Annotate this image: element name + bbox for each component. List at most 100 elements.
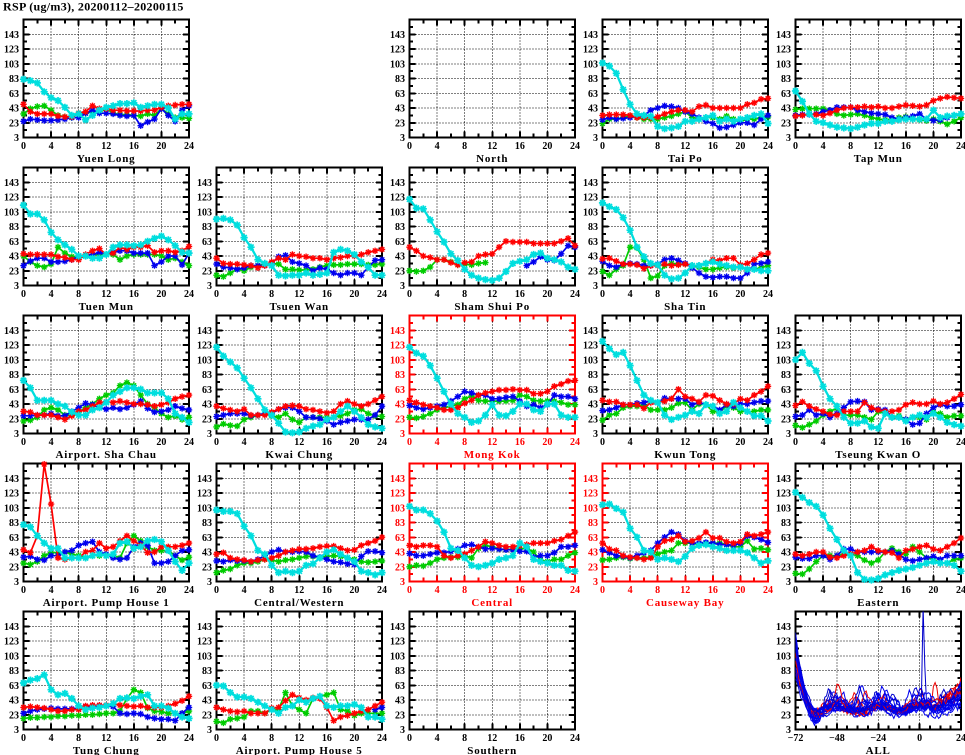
svg-text:3: 3 xyxy=(786,577,791,588)
svg-text:103: 103 xyxy=(776,651,791,662)
svg-text:83: 83 xyxy=(588,518,598,529)
svg-text:23: 23 xyxy=(588,414,598,425)
svg-text:Tung Chung: Tung Chung xyxy=(73,745,140,755)
svg-text:43: 43 xyxy=(202,400,212,411)
svg-text:43: 43 xyxy=(395,400,405,411)
svg-text:24: 24 xyxy=(956,437,965,448)
svg-text:Central: Central xyxy=(471,597,513,609)
svg-text:143: 143 xyxy=(4,326,19,337)
svg-text:12: 12 xyxy=(101,141,111,152)
svg-text:8: 8 xyxy=(76,733,81,744)
svg-text:3: 3 xyxy=(14,281,19,292)
svg-text:12: 12 xyxy=(680,289,690,300)
svg-text:143: 143 xyxy=(390,178,405,189)
svg-text:4: 4 xyxy=(242,289,247,300)
svg-text:103: 103 xyxy=(390,207,405,218)
svg-text:23: 23 xyxy=(202,266,212,277)
svg-text:63: 63 xyxy=(395,533,405,544)
svg-text:Tai Po: Tai Po xyxy=(668,153,703,165)
svg-text:24: 24 xyxy=(377,585,387,596)
svg-text:0: 0 xyxy=(214,733,219,744)
svg-text:83: 83 xyxy=(395,370,405,381)
svg-text:Kwai Chung: Kwai Chung xyxy=(265,449,333,461)
svg-text:43: 43 xyxy=(588,400,598,411)
svg-text:20: 20 xyxy=(735,437,745,448)
svg-text:0: 0 xyxy=(407,437,412,448)
svg-text:103: 103 xyxy=(197,207,212,218)
svg-text:16: 16 xyxy=(515,733,525,744)
svg-text:16: 16 xyxy=(708,141,718,152)
svg-text:43: 43 xyxy=(202,252,212,263)
svg-text:3: 3 xyxy=(14,577,19,588)
svg-text:83: 83 xyxy=(395,74,405,85)
svg-text:24: 24 xyxy=(570,289,580,300)
svg-text:83: 83 xyxy=(781,74,791,85)
svg-text:24: 24 xyxy=(184,585,194,596)
svg-text:83: 83 xyxy=(588,74,598,85)
svg-text:20: 20 xyxy=(349,733,359,744)
svg-text:63: 63 xyxy=(588,89,598,100)
svg-text:0: 0 xyxy=(793,437,798,448)
svg-text:24: 24 xyxy=(570,437,580,448)
svg-text:103: 103 xyxy=(197,355,212,366)
svg-text:0: 0 xyxy=(600,289,605,300)
svg-text:103: 103 xyxy=(583,355,598,366)
svg-text:20: 20 xyxy=(542,437,552,448)
svg-text:Sha Tin: Sha Tin xyxy=(664,301,706,313)
svg-text:0: 0 xyxy=(407,733,412,744)
svg-text:63: 63 xyxy=(395,681,405,692)
svg-text:16: 16 xyxy=(515,289,525,300)
svg-text:8: 8 xyxy=(655,141,660,152)
svg-text:16: 16 xyxy=(129,585,139,596)
svg-text:123: 123 xyxy=(390,193,405,204)
svg-text:83: 83 xyxy=(588,222,598,233)
svg-text:16: 16 xyxy=(322,733,332,744)
svg-text:103: 103 xyxy=(4,503,19,514)
svg-text:4: 4 xyxy=(49,141,54,152)
svg-text:16: 16 xyxy=(322,585,332,596)
svg-text:8: 8 xyxy=(462,585,467,596)
svg-text:−48: −48 xyxy=(829,733,845,744)
svg-text:Eastern: Eastern xyxy=(857,597,899,609)
svg-text:3: 3 xyxy=(400,725,405,736)
svg-text:103: 103 xyxy=(583,207,598,218)
svg-text:43: 43 xyxy=(781,696,791,707)
svg-text:3: 3 xyxy=(207,725,212,736)
svg-text:83: 83 xyxy=(202,666,212,677)
svg-text:12: 12 xyxy=(101,289,111,300)
svg-text:3: 3 xyxy=(14,429,19,440)
svg-text:Causeway Bay: Causeway Bay xyxy=(646,597,724,609)
svg-text:23: 23 xyxy=(395,266,405,277)
svg-text:23: 23 xyxy=(395,562,405,573)
svg-text:24: 24 xyxy=(184,141,194,152)
svg-text:20: 20 xyxy=(542,733,552,744)
svg-text:24: 24 xyxy=(570,141,580,152)
svg-text:103: 103 xyxy=(4,207,19,218)
svg-text:24: 24 xyxy=(956,733,965,744)
svg-text:83: 83 xyxy=(588,370,598,381)
svg-text:123: 123 xyxy=(4,341,19,352)
svg-text:43: 43 xyxy=(202,548,212,559)
svg-text:23: 23 xyxy=(588,562,598,573)
svg-text:16: 16 xyxy=(901,437,911,448)
svg-text:North: North xyxy=(476,153,508,165)
svg-text:103: 103 xyxy=(390,651,405,662)
svg-text:8: 8 xyxy=(462,733,467,744)
svg-text:4: 4 xyxy=(242,733,247,744)
svg-text:63: 63 xyxy=(202,533,212,544)
svg-text:3: 3 xyxy=(207,577,212,588)
svg-text:8: 8 xyxy=(462,437,467,448)
svg-text:43: 43 xyxy=(781,548,791,559)
svg-text:8: 8 xyxy=(76,289,81,300)
svg-text:123: 123 xyxy=(583,341,598,352)
svg-text:143: 143 xyxy=(776,474,791,485)
svg-text:123: 123 xyxy=(583,193,598,204)
svg-text:8: 8 xyxy=(76,585,81,596)
svg-text:23: 23 xyxy=(781,414,791,425)
svg-text:63: 63 xyxy=(202,385,212,396)
svg-text:43: 43 xyxy=(395,252,405,263)
svg-text:3: 3 xyxy=(207,281,212,292)
svg-text:103: 103 xyxy=(776,503,791,514)
svg-text:0: 0 xyxy=(214,289,219,300)
svg-text:Airport. Pump House 5: Airport. Pump House 5 xyxy=(236,745,363,755)
